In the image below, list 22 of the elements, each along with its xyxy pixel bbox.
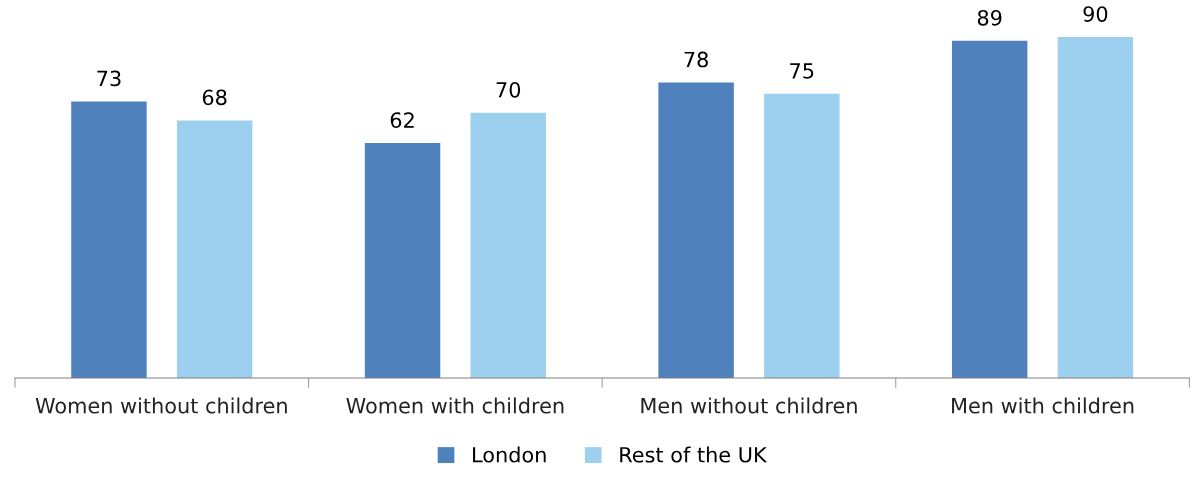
x-tick-label: Men without children xyxy=(641,397,857,414)
legend-label: London xyxy=(473,446,546,463)
data-label: 68 xyxy=(202,89,227,106)
data-label: 78 xyxy=(684,51,708,68)
data-label: 75 xyxy=(790,63,814,79)
bar xyxy=(470,112,546,378)
data-label: 70 xyxy=(496,81,521,98)
bar xyxy=(951,40,1028,378)
bar xyxy=(1057,37,1134,378)
data-label: 73 xyxy=(97,70,121,87)
bar xyxy=(71,101,147,378)
x-tick-label: Women with children xyxy=(346,397,564,414)
bar xyxy=(764,93,840,378)
data-label: 90 xyxy=(1083,6,1108,22)
legend-label: Rest of the UK xyxy=(620,446,768,463)
bar xyxy=(176,120,253,378)
x-tick-label: Women without children xyxy=(35,397,287,414)
data-label: 89 xyxy=(977,9,1002,26)
data-label: 62 xyxy=(390,112,414,128)
x-tick-label: Men with children xyxy=(952,397,1134,414)
bar xyxy=(364,143,441,378)
bar xyxy=(658,82,734,378)
